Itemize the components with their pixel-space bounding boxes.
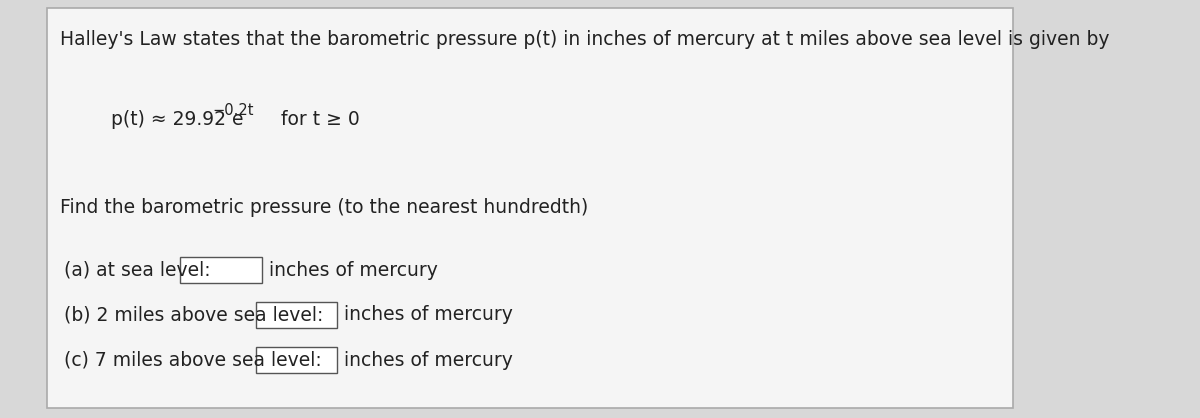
- FancyBboxPatch shape: [256, 347, 337, 373]
- FancyBboxPatch shape: [256, 302, 337, 328]
- Text: Find the barometric pressure (to the nearest hundredth): Find the barometric pressure (to the nea…: [60, 198, 588, 217]
- Text: inches of mercury: inches of mercury: [269, 260, 438, 280]
- Text: Halley's Law states that the barometric pressure p(t) in inches of mercury at t : Halley's Law states that the barometric …: [60, 30, 1109, 49]
- Text: inches of mercury: inches of mercury: [343, 351, 512, 370]
- Text: (a) at sea level:: (a) at sea level:: [64, 260, 211, 280]
- Text: (c) 7 miles above sea level:: (c) 7 miles above sea level:: [64, 351, 322, 370]
- FancyBboxPatch shape: [180, 257, 262, 283]
- Text: p(t) ≈ 29.92 e: p(t) ≈ 29.92 e: [112, 110, 244, 129]
- Text: (b) 2 miles above sea level:: (b) 2 miles above sea level:: [64, 306, 324, 324]
- Text: for t ≥ 0: for t ≥ 0: [257, 110, 359, 129]
- Text: −0.2t: −0.2t: [212, 103, 253, 118]
- Text: inches of mercury: inches of mercury: [343, 306, 512, 324]
- FancyBboxPatch shape: [47, 8, 1014, 408]
